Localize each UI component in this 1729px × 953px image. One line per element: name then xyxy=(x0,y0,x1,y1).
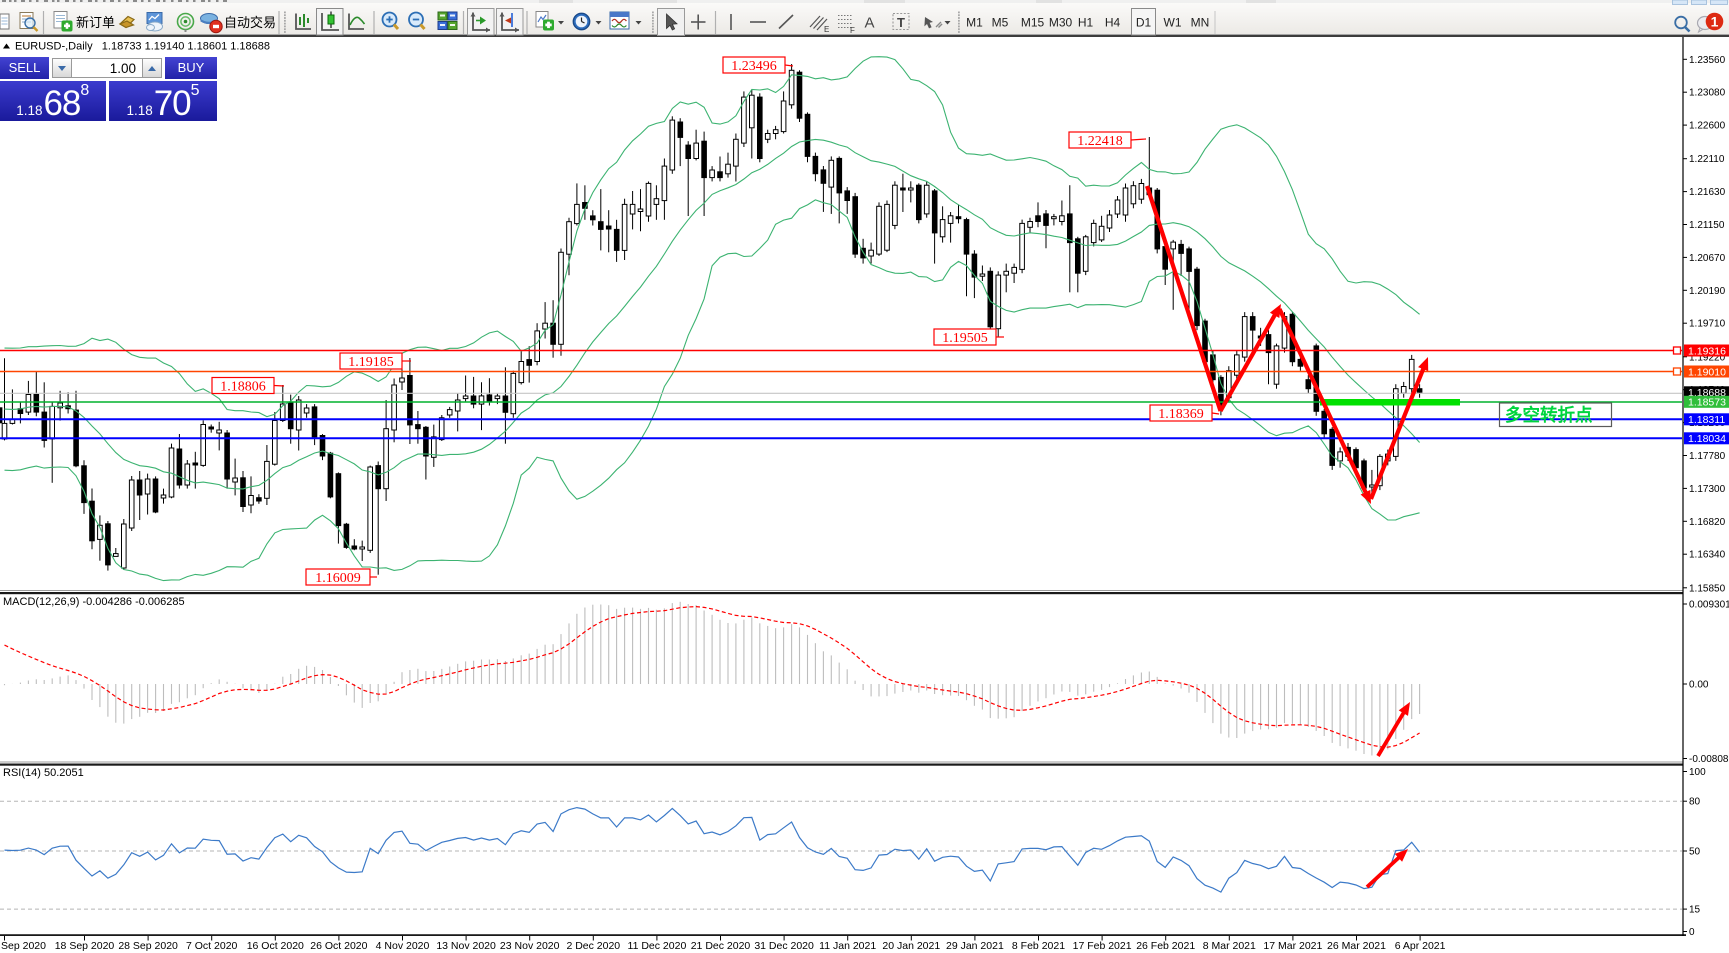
svg-text:1.21150: 1.21150 xyxy=(1689,220,1725,231)
svg-text:17 Mar 2021: 17 Mar 2021 xyxy=(1263,940,1322,952)
svg-text:26 Feb 2021: 26 Feb 2021 xyxy=(1136,940,1195,952)
svg-text:28 Sep 2020: 28 Sep 2020 xyxy=(118,940,178,952)
svg-text:1.18573: 1.18573 xyxy=(1688,397,1726,409)
svg-text:M15: M15 xyxy=(1021,16,1045,30)
svg-text:1.23560: 1.23560 xyxy=(1689,55,1726,66)
svg-text:11 Dec 2020: 11 Dec 2020 xyxy=(628,940,687,952)
svg-text:16 Oct 2020: 16 Oct 2020 xyxy=(247,940,304,952)
svg-text:1.23496: 1.23496 xyxy=(731,59,777,74)
svg-text:50: 50 xyxy=(1689,847,1701,858)
svg-text:26 Mar 2021: 26 Mar 2021 xyxy=(1327,940,1386,952)
svg-text:RSI(14) 50.2051: RSI(14) 50.2051 xyxy=(3,767,84,779)
svg-text:1.22110: 1.22110 xyxy=(1689,154,1725,165)
svg-text:A: A xyxy=(865,15,875,32)
svg-text:新订单: 新订单 xyxy=(76,15,115,30)
svg-text:多空转折点: 多空转折点 xyxy=(1505,405,1593,425)
svg-text:1.19710: 1.19710 xyxy=(1689,319,1726,330)
svg-text:H1: H1 xyxy=(1078,16,1094,30)
svg-text:1.17300: 1.17300 xyxy=(1689,484,1726,495)
svg-text:1.16340: 1.16340 xyxy=(1689,550,1726,561)
svg-text:1.16820: 1.16820 xyxy=(1689,517,1726,528)
svg-text:1.18311: 1.18311 xyxy=(1688,414,1725,426)
svg-text:M30: M30 xyxy=(1049,16,1073,30)
svg-text:1.19220: 1.19220 xyxy=(1689,352,1726,363)
svg-text:T: T xyxy=(897,15,905,30)
svg-text:W1: W1 xyxy=(1164,16,1182,30)
svg-text:8 Mar 2021: 8 Mar 2021 xyxy=(1203,940,1256,952)
svg-text:7 Oct 2020: 7 Oct 2020 xyxy=(186,940,238,952)
svg-text:0.009301: 0.009301 xyxy=(1689,600,1729,611)
svg-text:E: E xyxy=(824,25,829,34)
svg-text:1.18806: 1.18806 xyxy=(220,380,266,395)
svg-text:100: 100 xyxy=(1689,767,1706,778)
svg-text:1.21630: 1.21630 xyxy=(1689,187,1726,198)
svg-text:Sep 2020: Sep 2020 xyxy=(1,940,46,952)
svg-text:23 Nov 2020: 23 Nov 2020 xyxy=(500,940,560,952)
svg-text:6 Apr 2021: 6 Apr 2021 xyxy=(1395,940,1446,952)
svg-text:1.19316: 1.19316 xyxy=(1688,345,1726,357)
svg-text:17 Feb 2021: 17 Feb 2021 xyxy=(1073,940,1132,952)
svg-text:1.19010: 1.19010 xyxy=(1688,366,1726,378)
svg-text:EURUSD-,Daily 1.18733 1.1914: EURUSD-,Daily 1.18733 1.19140 1.18601 1.… xyxy=(15,41,270,53)
svg-text:1.18034: 1.18034 xyxy=(1688,433,1726,445)
svg-text:MACD(12,26,9) -0.004286 -0.006: MACD(12,26,9) -0.004286 -0.006285 xyxy=(3,596,185,608)
svg-text:1.22600: 1.22600 xyxy=(1689,121,1726,132)
svg-text:1.17780: 1.17780 xyxy=(1689,451,1726,462)
svg-text:F: F xyxy=(850,26,855,35)
svg-text:2 Dec 2020: 2 Dec 2020 xyxy=(566,940,620,952)
svg-text:1.20190: 1.20190 xyxy=(1689,286,1726,297)
svg-text:0: 0 xyxy=(1689,927,1695,938)
svg-text:31 Dec 2020: 31 Dec 2020 xyxy=(754,940,814,952)
svg-text:M5: M5 xyxy=(992,16,1009,30)
svg-text:1.15850: 1.15850 xyxy=(1689,583,1726,594)
svg-text:8 Feb 2021: 8 Feb 2021 xyxy=(1012,940,1065,952)
svg-text:M1: M1 xyxy=(966,16,983,30)
svg-text:1.19185: 1.19185 xyxy=(348,355,394,370)
svg-text:MN: MN xyxy=(1191,16,1210,30)
svg-text:80: 80 xyxy=(1689,797,1701,808)
svg-text:1.23080: 1.23080 xyxy=(1689,88,1726,99)
svg-text:1.19505: 1.19505 xyxy=(942,331,988,346)
svg-text:15: 15 xyxy=(1689,905,1701,916)
svg-text:H4: H4 xyxy=(1105,16,1121,30)
svg-text:-0.008082: -0.008082 xyxy=(1689,754,1729,765)
svg-text:29 Jan 2021: 29 Jan 2021 xyxy=(946,940,1004,952)
svg-text:1.16009: 1.16009 xyxy=(315,571,361,586)
svg-text:13 Nov 2020: 13 Nov 2020 xyxy=(436,940,496,952)
svg-text:自动交易: 自动交易 xyxy=(224,15,276,30)
svg-text:18 Sep 2020: 18 Sep 2020 xyxy=(55,940,115,952)
svg-text:0.00: 0.00 xyxy=(1689,680,1709,691)
svg-text:4 Nov 2020: 4 Nov 2020 xyxy=(376,940,430,952)
svg-text:1.22418: 1.22418 xyxy=(1077,134,1123,149)
svg-text:20 Jan 2021: 20 Jan 2021 xyxy=(882,940,940,952)
svg-text:1.20670: 1.20670 xyxy=(1689,253,1726,264)
svg-text:21 Dec 2020: 21 Dec 2020 xyxy=(691,940,751,952)
svg-text:26 Oct 2020: 26 Oct 2020 xyxy=(310,940,367,952)
svg-text:1.18369: 1.18369 xyxy=(1158,407,1204,422)
svg-text:D1: D1 xyxy=(1136,16,1152,30)
svg-text:1: 1 xyxy=(1711,14,1719,30)
svg-text:11 Jan 2021: 11 Jan 2021 xyxy=(819,940,876,952)
